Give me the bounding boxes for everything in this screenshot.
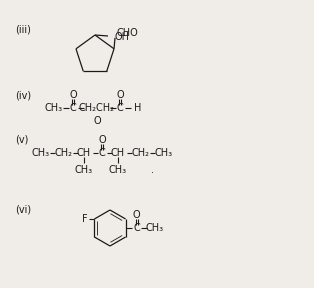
Text: (v): (v) bbox=[15, 135, 28, 145]
Text: CH₂: CH₂ bbox=[55, 148, 73, 158]
Text: CH: CH bbox=[77, 148, 91, 158]
Text: CH₃: CH₃ bbox=[32, 148, 50, 158]
Text: C: C bbox=[116, 103, 123, 113]
Text: F: F bbox=[82, 214, 87, 224]
Text: OH: OH bbox=[115, 32, 130, 42]
Text: CH₃: CH₃ bbox=[75, 165, 93, 175]
Text: CH₃: CH₃ bbox=[155, 148, 173, 158]
Text: CH₃: CH₃ bbox=[109, 165, 127, 175]
Text: O: O bbox=[69, 90, 77, 100]
Text: O: O bbox=[98, 135, 106, 145]
Text: CH₂CH₂: CH₂CH₂ bbox=[79, 103, 115, 113]
Text: C: C bbox=[70, 103, 76, 113]
Text: CH₃: CH₃ bbox=[45, 103, 63, 113]
Text: .: . bbox=[151, 165, 154, 175]
Text: CHO: CHO bbox=[116, 28, 138, 38]
Text: (vi): (vi) bbox=[15, 205, 31, 215]
Text: H: H bbox=[134, 103, 141, 113]
Text: O: O bbox=[93, 116, 101, 126]
Text: C: C bbox=[99, 148, 106, 158]
Text: O: O bbox=[133, 210, 140, 220]
Text: CH₂: CH₂ bbox=[132, 148, 150, 158]
Text: C: C bbox=[133, 223, 140, 233]
Text: CH₃: CH₃ bbox=[145, 223, 164, 233]
Text: (iii): (iii) bbox=[15, 25, 31, 35]
Text: O: O bbox=[116, 90, 124, 100]
Text: CH: CH bbox=[111, 148, 125, 158]
Text: (iv): (iv) bbox=[15, 90, 31, 100]
